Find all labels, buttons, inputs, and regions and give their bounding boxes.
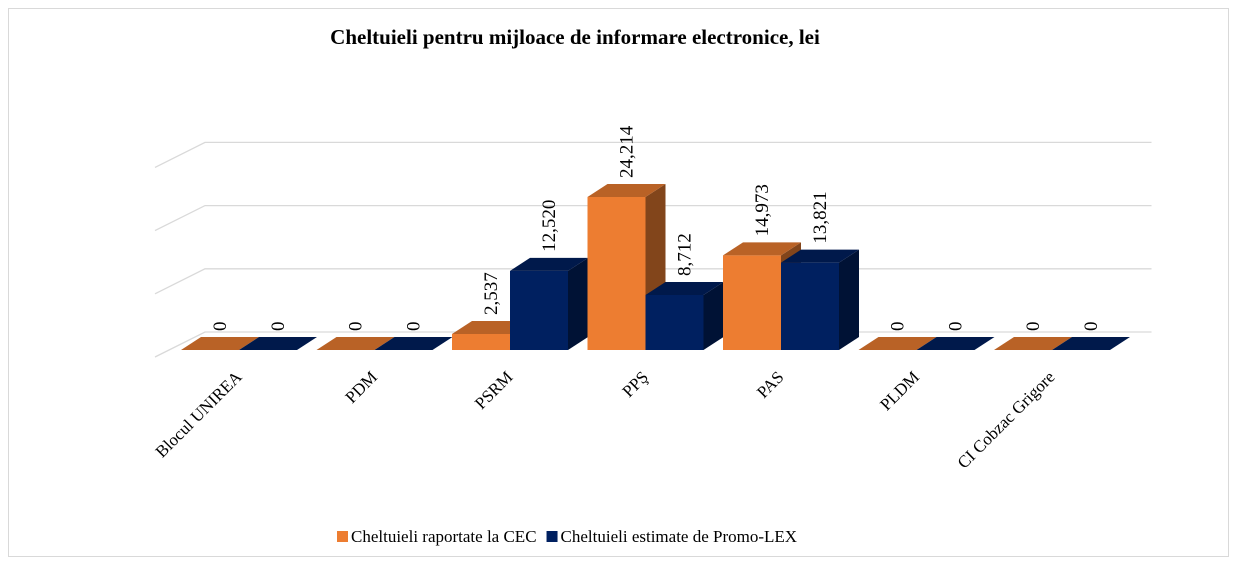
bar-top [1052, 337, 1130, 350]
value-label: 0 [946, 322, 967, 332]
bar-top [723, 242, 801, 256]
bar-front [452, 333, 510, 350]
bar-top [645, 281, 724, 295]
bar-front [781, 262, 839, 350]
bar-front [723, 255, 781, 350]
bar-top [781, 249, 859, 263]
chart-title: Cheltuieli pentru mijloace de informare … [330, 25, 820, 49]
value-label: 0 [1023, 322, 1044, 332]
value-label: 12,520 [539, 200, 560, 252]
value-label: 0 [346, 322, 367, 332]
value-label: 0 [1081, 322, 1102, 332]
bar-front [587, 196, 646, 350]
value-label: 14,973 [752, 184, 773, 236]
value-label: 0 [888, 322, 909, 332]
legend-label: Cheltuieli raportate la CEC [351, 527, 537, 546]
bar-front [510, 270, 568, 350]
value-label: 2,537 [481, 272, 502, 315]
value-label: 0 [210, 322, 231, 332]
value-label: 13,821 [810, 191, 831, 243]
bar-side [568, 257, 588, 350]
bar-top [374, 337, 453, 350]
legend-label: Cheltuieli estimate de Promo-LEX [561, 527, 798, 546]
value-label: 24,214 [617, 125, 638, 178]
bar-top [181, 337, 259, 350]
value-label: 8,712 [675, 233, 696, 276]
bar-top [916, 337, 995, 350]
legend-swatch [337, 531, 348, 542]
bar-side [839, 249, 859, 350]
bar-side [703, 281, 724, 350]
bar-front [645, 294, 704, 350]
legend-swatch [546, 531, 558, 542]
bar-top [858, 337, 937, 350]
bar-top [239, 337, 317, 350]
value-label: 0 [268, 322, 289, 332]
grid-line [154, 204, 1152, 232]
bar-top [994, 337, 1072, 350]
bar-top [587, 183, 666, 197]
value-label: 0 [404, 322, 425, 332]
bar-top [316, 337, 395, 350]
grid-line [154, 141, 1152, 168]
bar-top [510, 257, 588, 271]
